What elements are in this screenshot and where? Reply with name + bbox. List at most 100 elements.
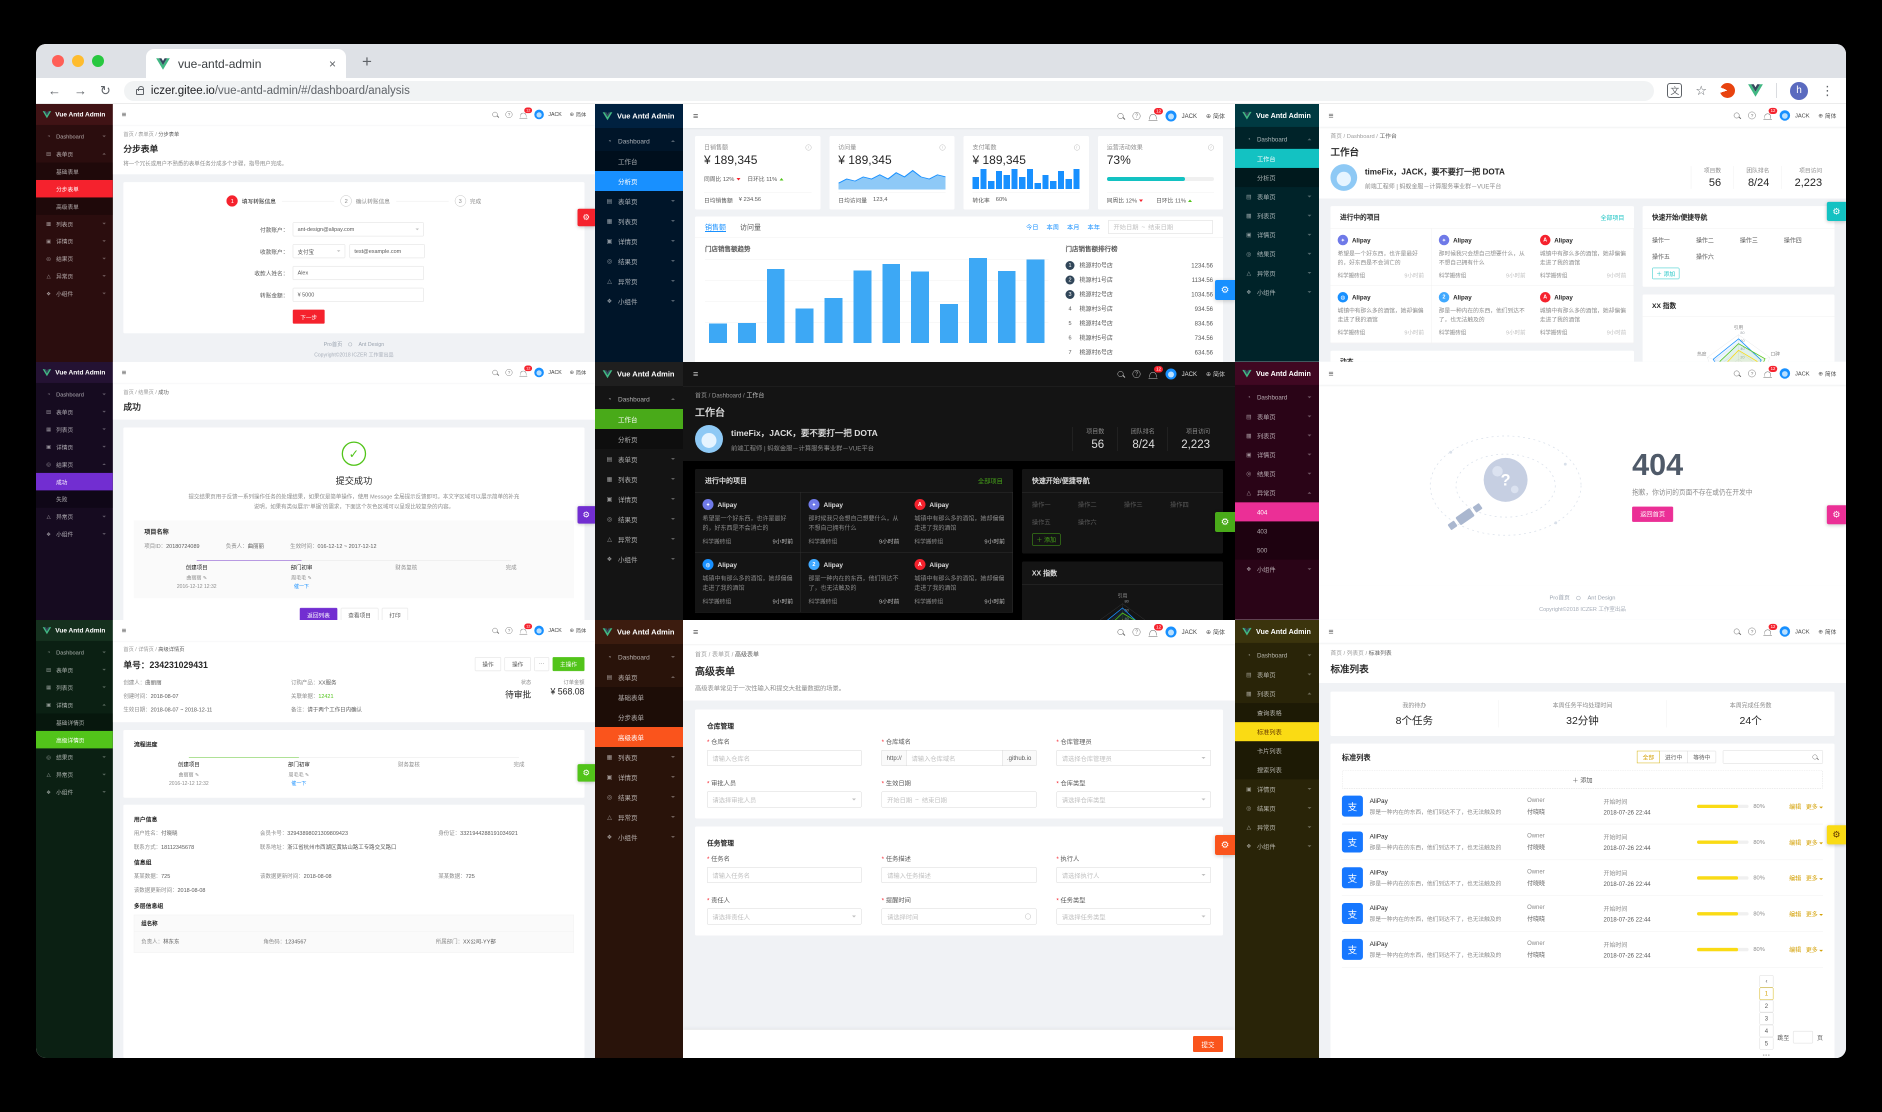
receiver-account-input[interactable]: test@example.com (349, 244, 425, 259)
sidebar-item[interactable]: ◎ 结果页 (36, 455, 113, 472)
sidebar-item[interactable]: ▦ 列表页 (1235, 684, 1319, 703)
user-avatar[interactable] (1165, 368, 1177, 380)
next-step-button[interactable]: 下一步 (292, 309, 325, 324)
sidebar-item[interactable]: ◎ 结果页 (1235, 799, 1319, 818)
github-icon[interactable] (348, 342, 353, 347)
sidebar-item[interactable]: ▤ 表单页 (36, 661, 113, 678)
sidebar-item[interactable]: △ 异常页 (595, 271, 683, 291)
sidebar-item[interactable]: 工作台 (595, 151, 683, 171)
search-icon[interactable] (492, 111, 498, 118)
project-card[interactable]: ✦ Alipay 希望是一个好东西，也许是最好的，好东西是不会消亡的 科学搬砖组 9小时… (1330, 228, 1432, 286)
back-button[interactable]: ← (48, 83, 61, 98)
sidebar-item[interactable]: ▣ 详情页 (1235, 445, 1319, 464)
search-icon[interactable] (1117, 371, 1124, 377)
range-link[interactable]: 今日 (1025, 224, 1039, 231)
receiver-type-select[interactable]: 支付宝 (292, 244, 346, 259)
theme-settings-button[interactable] (1826, 505, 1846, 525)
sidebar-item[interactable]: ◔ Dashboard (595, 647, 683, 667)
sidebar-item[interactable]: 基础表单 (595, 687, 683, 707)
user-avatar[interactable] (534, 625, 544, 636)
sidebar-item[interactable]: ▤ 表单页 (1235, 407, 1319, 426)
sidebar-item[interactable]: ▦ 列表页 (595, 469, 683, 489)
sidebar-item[interactable]: ◎ 结果页 (1235, 464, 1319, 483)
project-card[interactable]: A Alipay 城镇中有那么多的酒馆，她却偏偏走进了我的酒馆 科学搬砖组 9小时前 (1532, 228, 1634, 286)
language-switcher[interactable]: ⊕ 简体 (569, 369, 587, 376)
sidebar-item[interactable]: ❖ 小组件 (595, 549, 683, 569)
range-link[interactable]: 本周 (1046, 224, 1059, 231)
quick-op-link[interactable]: 操作五 (1652, 253, 1670, 261)
page-button[interactable]: 2 (1759, 999, 1774, 1013)
sidebar-item[interactable]: 分步表单 (36, 179, 113, 198)
language-switcher[interactable]: ⊕ 简体 (569, 111, 587, 118)
sidebar-item[interactable]: ◔ Dashboard (1235, 130, 1319, 149)
notification-bell-icon[interactable]: 12 (1763, 107, 1778, 120)
minimize-window-icon[interactable] (72, 55, 84, 67)
page-button[interactable]: 1 (1759, 987, 1774, 1000)
notification-bell-icon[interactable]: 12 (519, 107, 533, 119)
action-button-1[interactable]: 操作 (474, 657, 502, 672)
sidebar-item[interactable]: 高级表单 (595, 727, 683, 747)
notification-bell-icon[interactable]: 12 (1148, 366, 1164, 379)
sidebar-item[interactable]: ◔ Dashboard (36, 644, 113, 661)
sidebar-item[interactable]: ◔ Dashboard (1235, 646, 1319, 665)
sidebar-item[interactable]: 工作台 (595, 409, 683, 429)
sidebar-item[interactable]: △ 异常页 (1235, 483, 1319, 502)
browser-tab[interactable]: vue-antd-admin × (146, 49, 346, 78)
profile-avatar[interactable]: h (1790, 81, 1808, 100)
quick-op-link[interactable]: 操作二 (1077, 501, 1097, 509)
approver-select[interactable]: 请选择审批人员 (707, 791, 862, 808)
list-row[interactable]: 支 AliPay 那是一种内在的东西，他们到达不了，也无法触及的 Owner 付晓晓… (1341, 788, 1824, 825)
search-icon[interactable] (1733, 628, 1740, 635)
all-projects-link[interactable]: 全部项目 (1600, 214, 1625, 222)
brand-logo[interactable]: Vue Antd Admin (595, 362, 683, 386)
print-button[interactable]: 打印 (381, 607, 409, 620)
close-tab-icon[interactable]: × (328, 56, 336, 71)
more-link[interactable]: 更多 (1806, 837, 1823, 846)
sidebar-item[interactable]: ◎ 结果页 (1235, 244, 1319, 263)
collapse-icon[interactable]: ≡ (121, 367, 127, 377)
sidebar-item[interactable]: ▤ 表单页 (1235, 187, 1319, 206)
sidebar-item[interactable]: △ 异常页 (1235, 263, 1319, 282)
quick-op-link[interactable]: 操作二 (1695, 237, 1714, 244)
list-row[interactable]: 支 AliPay 那是一种内在的东西，他们到达不了，也无法触及的 Owner 付晓晓… (1341, 932, 1824, 968)
collapse-icon[interactable]: ≡ (1328, 626, 1334, 636)
user-avatar[interactable] (1779, 368, 1791, 379)
project-card[interactable]: A Alipay 城镇中有那么多的酒馆，她却偏偏走进了我的酒馆 科学搬砖组 9小时前 (906, 492, 1013, 553)
add-quick-nav-button[interactable]: ＋ 添加 (1031, 533, 1061, 546)
page-button[interactable]: 3 (1759, 1012, 1774, 1025)
language-switcher[interactable]: ⊕ 简体 (569, 627, 587, 634)
more-link[interactable]: 更多 (1806, 909, 1823, 918)
sidebar-item[interactable]: 搜索列表 (1235, 760, 1320, 780)
sidebar-item[interactable]: ❖ 小组件 (36, 525, 113, 542)
sidebar-item[interactable]: ◔ Dashboard (1235, 388, 1319, 407)
sidebar-item[interactable]: ▤ 表单页 (595, 667, 683, 687)
project-card[interactable]: ◍ Alipay 城镇中有那么多的酒馆，她却偏偏走进了我的酒馆 科学搬砖组 9小时前 (1330, 285, 1432, 344)
status-filter-button[interactable]: 进行中 (1659, 750, 1688, 764)
receiver-name-input[interactable]: Alex (292, 266, 424, 280)
breadcrumb[interactable]: 首页 / Dashboard / 工作台 (1330, 132, 1397, 140)
collapse-icon[interactable]: ≡ (1328, 368, 1334, 378)
warehouse-name-input[interactable]: 请输入仓库名 (707, 750, 862, 766)
warehouse-domain-input[interactable]: 请输入仓库域名 (906, 750, 1003, 766)
remind-time-input[interactable]: 请选择时间 (881, 908, 1037, 925)
page-button[interactable]: 4 (1759, 1024, 1774, 1038)
add-item-button[interactable]: ＋ 添加 (1341, 770, 1824, 789)
project-card[interactable]: 2 Alipay 那是一种内在的东西，他们到达不了，也无法触及的 科学搬砖组 9小时前 (800, 553, 907, 613)
brand-logo[interactable]: Vue Antd Admin (1235, 104, 1320, 127)
quick-op-link[interactable]: 操作一 (1652, 237, 1670, 244)
back-home-button[interactable]: 返回首页 (1632, 506, 1674, 522)
submit-button[interactable]: 提交 (1192, 1036, 1223, 1052)
footer-link-antd[interactable]: Ant Design (358, 341, 385, 348)
sidebar-item[interactable]: ❖ 小组件 (1235, 560, 1319, 579)
user-avatar[interactable] (534, 367, 544, 378)
project-card[interactable]: ◍ Alipay 城镇中有那么多的酒馆，她却偏偏走进了我的酒馆 科学搬砖组 9小时前 (695, 552, 801, 613)
sidebar-item[interactable]: ▣ 详情页 (36, 232, 113, 249)
language-switcher[interactable]: ⊕ 简体 (1205, 628, 1225, 636)
project-card[interactable]: 2 Alipay 那是一种内在的东西，他们到达不了，也无法触及的 科学搬砖组 9小时前 (1431, 286, 1533, 344)
language-switcher[interactable]: ⊕ 简体 (1818, 112, 1837, 120)
range-link[interactable]: 本年 (1087, 224, 1100, 231)
language-switcher[interactable]: ⊕ 简体 (1205, 370, 1225, 378)
payer-account-select[interactable]: ant-design@alipay.com (292, 222, 424, 237)
theme-settings-button[interactable] (577, 764, 595, 782)
page-jump-input[interactable] (1793, 1030, 1814, 1044)
